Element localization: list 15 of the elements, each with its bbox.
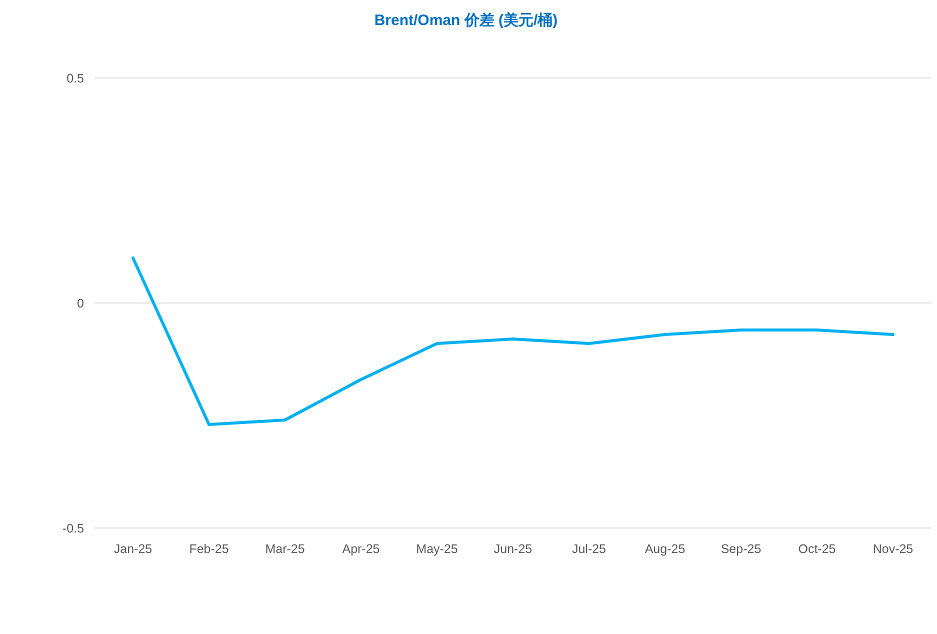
x-tick-label: May-25 — [416, 542, 458, 556]
y-tick-label: 0 — [77, 296, 84, 310]
x-tick-label: Jul-25 — [572, 542, 606, 556]
x-tick-label: Nov-25 — [872, 542, 914, 556]
y-tick-label: -0.5 — [62, 522, 84, 536]
x-tick-label: Jan-25 — [114, 542, 152, 556]
x-tick-label: Apr-25 — [342, 542, 380, 556]
x-tick-label: Aug-25 — [644, 542, 686, 556]
x-tick-label: Sep-25 — [720, 542, 762, 556]
x-tick-label: Mar-25 — [265, 542, 305, 556]
y-tick-label: 0.5 — [66, 72, 84, 86]
x-tick-label: Oct-25 — [798, 542, 836, 556]
x-tick-label: Jun-25 — [494, 542, 532, 556]
x-tick-label: Feb-25 — [189, 542, 229, 556]
title: Brent/Oman 价差 (美元/桶) — [374, 12, 558, 29]
